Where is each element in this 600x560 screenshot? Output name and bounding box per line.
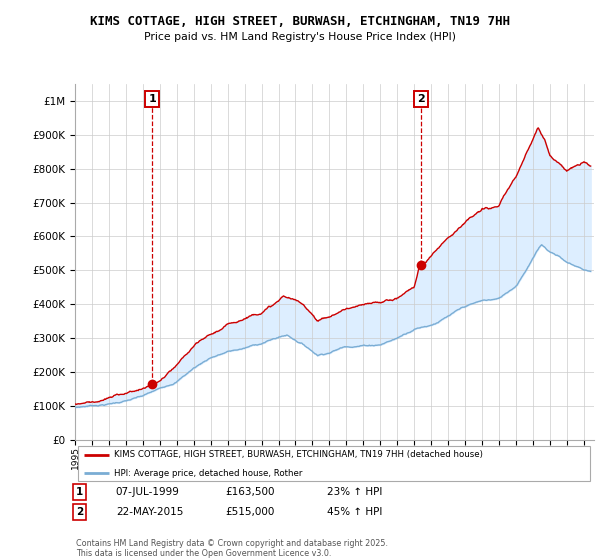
Text: 1: 1 <box>76 487 83 497</box>
Text: £163,500: £163,500 <box>225 487 275 497</box>
Text: Contains HM Land Registry data © Crown copyright and database right 2025.
This d: Contains HM Land Registry data © Crown c… <box>76 539 388 558</box>
Text: 45% ↑ HPI: 45% ↑ HPI <box>327 507 382 517</box>
Text: 2: 2 <box>417 94 425 104</box>
Text: 2: 2 <box>76 507 83 517</box>
Text: 1: 1 <box>148 94 156 104</box>
Text: KIMS COTTAGE, HIGH STREET, BURWASH, ETCHINGHAM, TN19 7HH (detached house): KIMS COTTAGE, HIGH STREET, BURWASH, ETCH… <box>114 450 483 459</box>
Text: HPI: Average price, detached house, Rother: HPI: Average price, detached house, Roth… <box>114 469 302 478</box>
Text: 22-MAY-2015: 22-MAY-2015 <box>116 507 183 517</box>
FancyBboxPatch shape <box>77 446 590 481</box>
Text: 23% ↑ HPI: 23% ↑ HPI <box>327 487 382 497</box>
Text: 07-JUL-1999: 07-JUL-1999 <box>116 487 179 497</box>
Text: KIMS COTTAGE, HIGH STREET, BURWASH, ETCHINGHAM, TN19 7HH: KIMS COTTAGE, HIGH STREET, BURWASH, ETCH… <box>90 15 510 28</box>
Text: Price paid vs. HM Land Registry's House Price Index (HPI): Price paid vs. HM Land Registry's House … <box>144 32 456 43</box>
Text: £515,000: £515,000 <box>225 507 274 517</box>
